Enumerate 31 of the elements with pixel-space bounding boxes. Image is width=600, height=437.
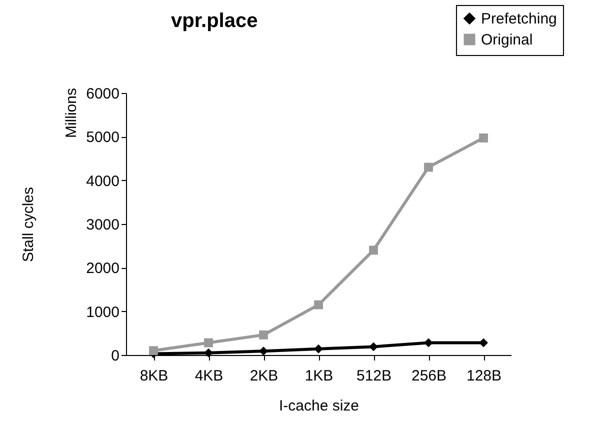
point [204,348,213,358]
point [369,246,378,255]
x-tick-label: 512B [356,368,392,384]
y-tick-label: 6000 [86,86,120,102]
y-tick-label: 4000 [86,172,120,190]
legend-label: Original [481,32,533,48]
x-tick-label: 2KB [250,368,278,384]
point [479,338,488,348]
y-tick-label: 0 [111,348,120,364]
point [259,330,268,340]
y-tick-label: 5000 [86,129,120,146]
x-tick-label: 8KB [140,368,168,384]
point [424,338,433,348]
y-tick-label: 3000 [86,216,120,234]
text: Millions [63,88,80,138]
legend-label: Prefetching [481,10,557,28]
y-axis-title: Stall cycles [20,186,38,262]
x-tick-label: 4KB [194,368,224,384]
point [204,338,213,348]
x-tick-label: 128B [466,368,502,384]
point [479,134,488,142]
x-tick-label: 1KB [304,368,334,384]
x-tick-label: 256B [411,368,447,384]
point [149,346,158,356]
point [424,162,433,172]
y-tick-label: 1000 [86,304,120,321]
y-tick-label: 2000 [86,260,120,278]
chart-title: vpr.place [171,10,258,32]
point [314,300,323,310]
point [369,342,378,352]
x-axis-title: I-cache size [278,398,360,414]
